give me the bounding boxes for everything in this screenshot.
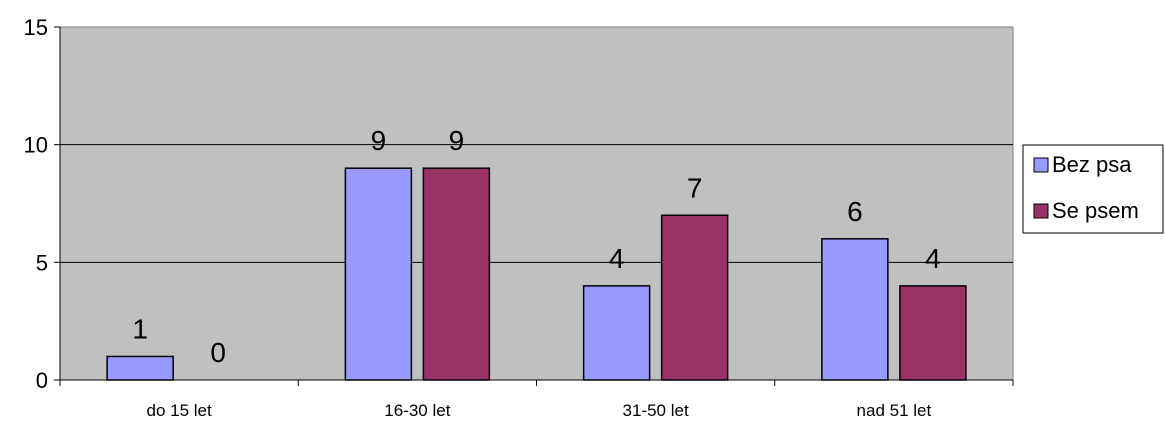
data-label: 1	[132, 313, 148, 344]
legend-label-bez-psa: Bez psa	[1052, 152, 1132, 177]
legend-swatch-bez-psa	[1033, 157, 1049, 173]
data-label: 9	[371, 125, 387, 156]
data-label: 0	[210, 337, 226, 368]
data-label: 4	[925, 243, 941, 274]
data-label: 4	[609, 243, 625, 274]
x-tick-label: 16-30 let	[384, 401, 450, 420]
legend: Bez psa Se psem	[1022, 144, 1164, 234]
x-tick-label: 31-50 let	[623, 401, 689, 420]
x-tick-label: do 15 let	[147, 401, 212, 420]
bar	[422, 167, 491, 381]
legend-label-se-psem: Se psem	[1052, 198, 1139, 223]
x-tick-label: nad 51 let	[857, 401, 932, 420]
y-tick-label: 5	[36, 250, 48, 275]
bars	[106, 167, 967, 381]
y-axis-ticks: 0 5 10 15	[24, 15, 60, 393]
bar	[106, 355, 174, 381]
data-label: 7	[687, 172, 703, 203]
data-label: 6	[847, 196, 863, 227]
data-label: 9	[449, 125, 465, 156]
bar	[344, 167, 413, 381]
y-tick-label: 10	[24, 133, 48, 158]
x-axis-ticks: do 15 let 16-30 let 31-50 let nad 51 let	[59, 380, 1014, 420]
bar	[899, 285, 967, 381]
bar	[582, 285, 651, 381]
data-labels: 1 0 9 9 4 7 6 4	[132, 125, 940, 368]
legend-swatch-se-psem	[1033, 203, 1049, 219]
y-tick-label: 15	[24, 15, 48, 40]
bar	[821, 238, 889, 381]
bar	[660, 214, 729, 381]
y-tick-label: 0	[36, 368, 48, 393]
